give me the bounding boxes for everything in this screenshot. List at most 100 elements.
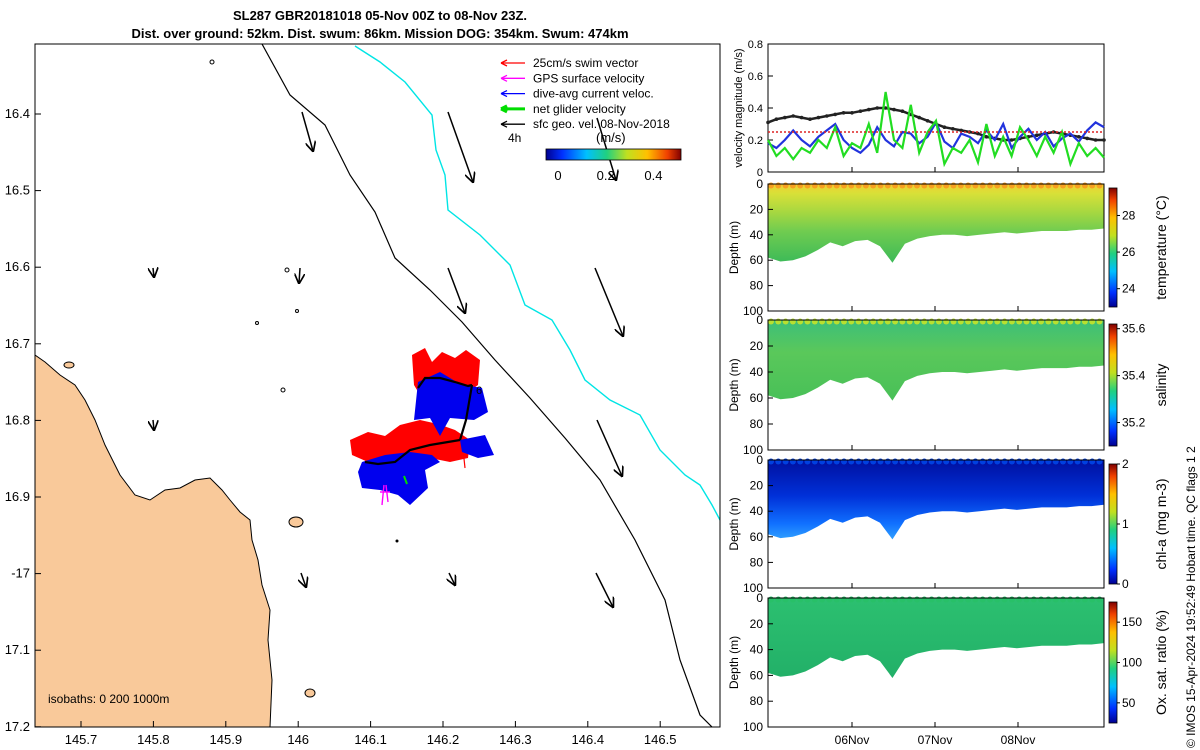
surface-sample-point — [819, 182, 826, 189]
series-point — [1102, 138, 1106, 142]
surface-sample-point — [1074, 318, 1081, 325]
surface-sample-point — [826, 318, 833, 325]
colorbar-tick-label: 0.4 — [644, 168, 662, 183]
surface-sample-point — [768, 318, 774, 325]
surface-sample-point — [899, 458, 906, 465]
surface-sample-point — [1030, 458, 1037, 465]
surface-sample-point — [943, 458, 950, 465]
surface-sample-point — [797, 458, 804, 465]
surface-sample-point — [1045, 182, 1052, 189]
surface-sample-point — [1060, 458, 1066, 465]
colorbar-tick-label: 0 — [1122, 577, 1129, 591]
surface-sample-point — [804, 458, 811, 465]
y-tick-label: 60 — [750, 530, 764, 544]
surface-sample-point — [862, 182, 869, 189]
series-point — [808, 117, 812, 121]
surface-sample-point — [950, 596, 957, 603]
series-point — [1009, 138, 1014, 142]
series-point — [951, 127, 955, 131]
profile-data-area — [768, 598, 1104, 678]
legend-arrowhead — [500, 90, 508, 98]
gps-surface-velocity — [380, 484, 390, 506]
profile-data-area — [768, 460, 1104, 540]
surface-sample-point — [914, 596, 920, 603]
surface-sample-point — [870, 182, 877, 189]
surface-sample-point — [855, 596, 862, 603]
surface-sample-point — [1045, 596, 1052, 603]
surface-sample-point — [979, 458, 986, 465]
y-axis-label: velocity magnitude (m/s) — [733, 48, 745, 167]
y-axis-label: Depth (m) — [727, 636, 741, 689]
map-y-tick-label: 16.5 — [5, 183, 30, 198]
surface-sample-point — [899, 318, 906, 325]
profile-data-area — [768, 184, 1104, 263]
colorbar-tick-label: 0.2 — [597, 168, 615, 183]
surface-sample-point — [1023, 458, 1030, 465]
surface-sample-point — [819, 318, 826, 325]
series-point — [925, 119, 930, 123]
surface-sample-point — [862, 458, 869, 465]
surface-sample-point — [782, 458, 789, 465]
geo-vel-arrow — [447, 267, 465, 313]
isobaths-label: isobaths: 0 200 1000m — [48, 692, 169, 706]
colorbar-tick-label: 35.4 — [1122, 369, 1146, 383]
surface-sample-point — [870, 318, 877, 325]
surface-sample-point — [950, 458, 957, 465]
y-tick-label: 100 — [743, 304, 763, 318]
legend-item-label: dive-avg current veloc. — [533, 87, 654, 101]
legend-arrowhead — [500, 59, 508, 67]
y-tick-label: 0 — [756, 591, 763, 605]
geo-vel-arrow — [301, 572, 306, 587]
surface-sample-point — [1060, 318, 1066, 325]
colorbar-tick-label: 150 — [1122, 615, 1142, 629]
surface-sample-point — [935, 596, 942, 603]
surface-sample-point — [972, 596, 979, 603]
surface-sample-point — [957, 182, 964, 189]
surface-sample-point — [862, 596, 869, 603]
surface-sample-point — [972, 182, 979, 189]
surface-sample-point — [1045, 458, 1052, 465]
colorbar — [1108, 601, 1118, 724]
y-axis-label: Depth (m) — [727, 497, 741, 550]
x-tick-label: 06Nov — [835, 733, 870, 747]
series-point — [917, 115, 921, 120]
series-point — [766, 120, 770, 125]
surface-sample-point — [1030, 182, 1037, 189]
surface-sample-point — [1001, 318, 1008, 325]
surface-sample-point — [1067, 458, 1074, 465]
profile-section-2: 0 20 40 60 80 100 Depth (m) 35.2 35.4 35.6 salinit… — [727, 313, 1169, 457]
surface-sample-point — [870, 458, 877, 465]
surface-sample-point — [1074, 458, 1081, 465]
surface-sample-point — [914, 458, 920, 465]
surface-sample-point — [877, 318, 884, 325]
surface-sample-point — [877, 596, 884, 603]
surface-sample-point — [1008, 596, 1015, 603]
speed-colorbar — [545, 148, 682, 161]
colorbar-label: Ox. sat. ratio (%) — [1153, 610, 1169, 715]
series-point — [841, 111, 846, 115]
surface-sample-point — [1016, 318, 1023, 325]
colorbar-tick-label: 100 — [1122, 656, 1142, 670]
surface-sample-point — [877, 458, 884, 465]
surface-sample-point — [841, 596, 847, 603]
surface-sample-point — [892, 182, 899, 189]
surface-sample-point — [826, 458, 833, 465]
surface-sample-point — [994, 182, 1001, 189]
colorbar — [1108, 323, 1118, 447]
surface-sample-point — [994, 596, 1001, 603]
surface-sample-point — [1008, 318, 1015, 325]
y-tick-label: 0.2 — [748, 135, 763, 147]
y-tick-label: 80 — [750, 555, 764, 569]
map-panel[interactable]: 6 145.7 145.8 145.9 146 146.1 146.2 146.3 146.4… — [5, 43, 721, 747]
surface-sample-point — [1089, 596, 1096, 603]
island — [288, 516, 304, 528]
geo-vel-arrow — [301, 111, 313, 151]
chart-frame — [767, 183, 1105, 312]
series-point — [783, 115, 787, 120]
surface-sample-point — [972, 458, 979, 465]
surface-sample-point — [1081, 596, 1088, 603]
surface-sample-point — [1096, 318, 1103, 325]
legend-arrowhead — [500, 74, 508, 82]
surface-sample-point — [848, 318, 855, 325]
surface-sample-point — [782, 182, 789, 189]
